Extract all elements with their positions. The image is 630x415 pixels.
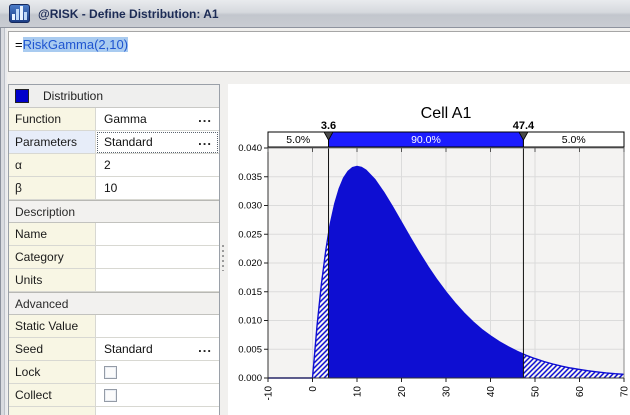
row-alpha: α 2 (9, 154, 219, 177)
y-axis-tick-label: 0.035 (238, 172, 262, 183)
y-axis-tick-label: 0.025 (238, 229, 262, 240)
lock-label: Lock (9, 361, 96, 384)
section-advanced: Advanced (9, 292, 219, 315)
collect-checkbox[interactable] (104, 388, 117, 402)
window-left-border (0, 28, 7, 415)
density-curve (268, 165, 625, 379)
function-ellipsis-button[interactable]: ... (198, 110, 212, 125)
category-value[interactable] (96, 246, 219, 269)
x-axis-tick-label: 70 (620, 386, 630, 398)
row-parameters: Parameters Standard ... (9, 131, 219, 154)
row-beta: β 10 (9, 177, 219, 200)
lock-checkbox[interactable] (104, 365, 117, 379)
name-value[interactable] (96, 223, 219, 246)
function-value[interactable]: Gamma ... (96, 108, 219, 131)
formula-input[interactable]: =RiskGamma(2,10) (8, 31, 630, 72)
seed-ellipsis-button[interactable]: ... (198, 340, 212, 355)
row-function: Function Gamma ... (9, 108, 219, 131)
parameters-label: Parameters (9, 131, 96, 154)
x-axis-tick-label: 0 (308, 386, 319, 392)
left-delimiter-handle[interactable] (323, 131, 334, 141)
lock-cell (96, 361, 219, 384)
x-axis-tick-label: 10 (353, 386, 364, 398)
y-axis-tick-label: 0.020 (238, 258, 262, 269)
formula-selected-text: RiskGamma(2,10) (22, 37, 129, 52)
distribution-color-swatch (15, 89, 29, 103)
chart-title: Cell A1 (421, 105, 472, 122)
x-axis-tick-label: 30 (442, 386, 453, 398)
panel-splitter-handle[interactable] (222, 245, 224, 271)
y-axis-tick-label: 0.000 (238, 373, 262, 384)
y-axis-tick-label: 0.015 (238, 287, 262, 298)
parameters-value[interactable]: Standard ... (96, 131, 219, 154)
panel-header-label: Distribution (43, 89, 104, 103)
probability-band-label: 5.0% (562, 134, 586, 146)
name-label: Name (9, 223, 96, 246)
x-axis-tick-label: 50 (531, 386, 542, 398)
seed-value[interactable]: Standard ... (96, 338, 219, 361)
risk-histogram-icon (9, 4, 30, 23)
parameters-ellipsis-button[interactable]: ... (198, 133, 212, 148)
distribution-chart: 0.000 0.005 0.010 0.015 0.020 0.025 0.030 0.035… (238, 105, 630, 401)
x-axis-tick-label: 40 (486, 386, 497, 398)
density-solid-area (328, 166, 524, 378)
right-delimiter-value: 47.4 (513, 120, 535, 132)
y-axis-tick-label: 0.005 (238, 344, 262, 355)
probability-band-label: 5.0% (286, 134, 310, 146)
collect-cell (96, 384, 219, 407)
row-name: Name (9, 223, 219, 246)
units-label: Units (9, 269, 96, 292)
row-lock: Lock (9, 361, 219, 384)
probability-band-label: 90.0% (411, 134, 441, 146)
x-axis-tick-label: 60 (575, 386, 586, 398)
alpha-value[interactable]: 2 (96, 154, 219, 177)
y-axis-tick-label: 0.030 (238, 201, 262, 212)
window-title: @RISK - Define Distribution: A1 (38, 6, 219, 21)
chart-panel: 0.000 0.005 0.010 0.015 0.020 0.025 0.030 0.035… (228, 84, 630, 415)
static-value-value[interactable] (96, 315, 219, 338)
row-units: Units (9, 269, 219, 292)
collect-label: Collect (9, 384, 96, 407)
x-axis-tick-label: 20 (397, 386, 408, 398)
beta-label: β (9, 177, 96, 200)
x-axis-tick-label: -10 (264, 386, 275, 401)
row-collect: Collect (9, 384, 219, 407)
alpha-label: α (9, 154, 96, 177)
right-delimiter-handle[interactable] (518, 131, 529, 141)
row-partial (9, 407, 219, 415)
row-category: Category (9, 246, 219, 269)
seed-label: Seed (9, 338, 96, 361)
row-seed: Seed Standard ... (9, 338, 219, 361)
formula-prefix: = (15, 37, 23, 52)
left-delimiter-value: 3.6 (321, 120, 336, 132)
row-static-value: Static Value (9, 315, 219, 338)
function-label: Function (9, 108, 96, 131)
distribution-property-panel: Distribution Function Gamma ... Paramete… (8, 84, 220, 415)
units-value[interactable] (96, 269, 219, 292)
panel-header: Distribution (9, 85, 219, 108)
window-titlebar[interactable]: @RISK - Define Distribution: A1 (0, 0, 630, 28)
beta-value[interactable]: 10 (96, 177, 219, 200)
y-axis-tick-label: 0.010 (238, 316, 262, 327)
y-axis-tick-label: 0.040 (238, 143, 262, 154)
section-description: Description (9, 200, 219, 223)
static-value-label: Static Value (9, 315, 96, 338)
category-label: Category (9, 246, 96, 269)
